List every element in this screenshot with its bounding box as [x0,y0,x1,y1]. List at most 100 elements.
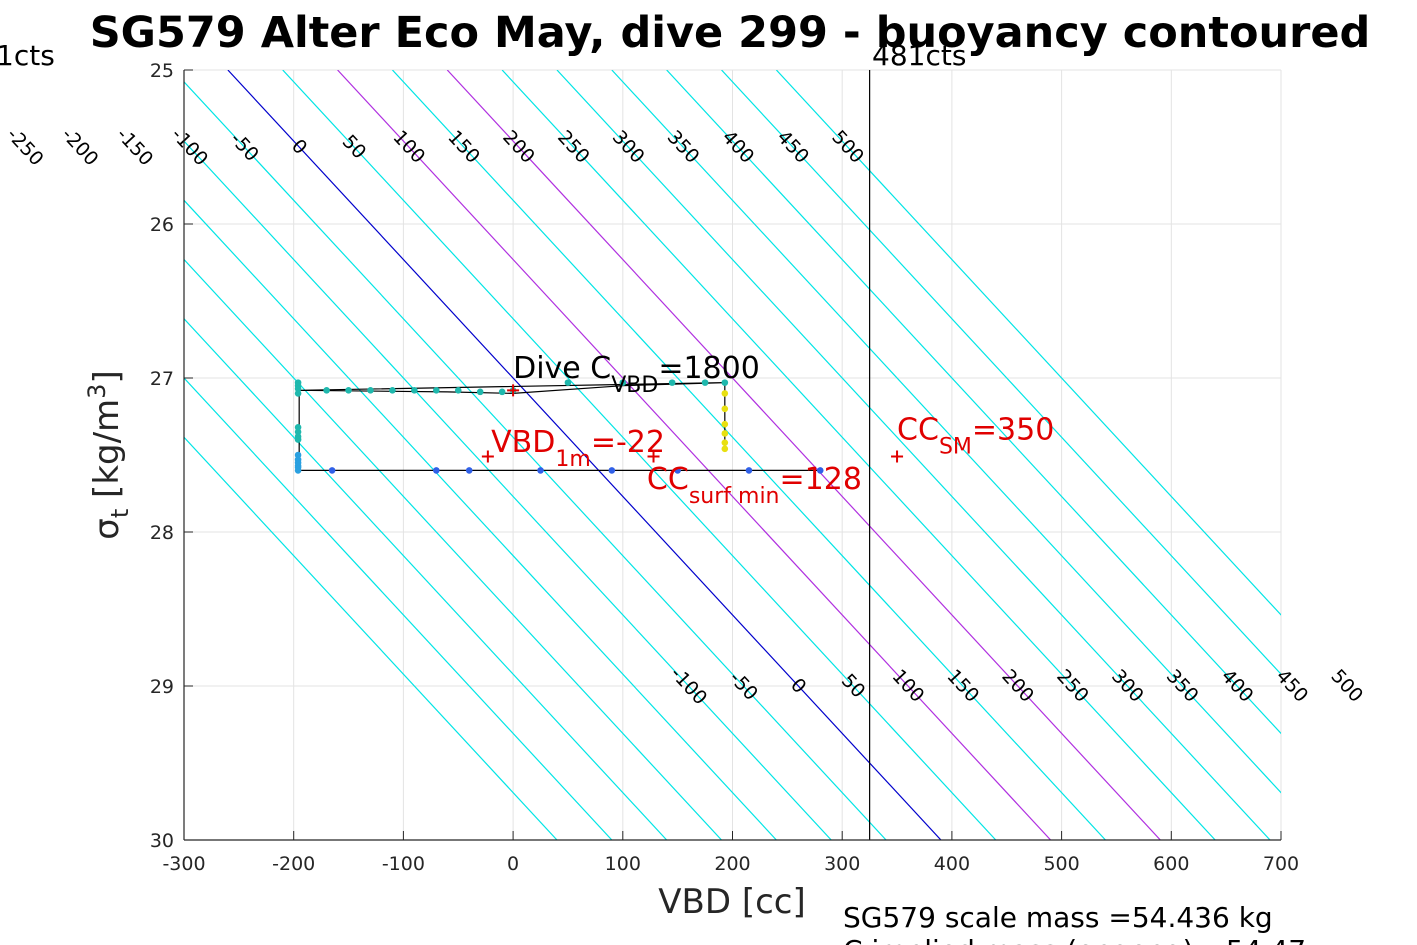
y-tick-labels: 25 26 27 28 29 30 [150,60,174,852]
x-tick-label: 300 [824,853,860,875]
annotation-label: CCsurf min=128 [647,462,862,509]
data-point [476,388,484,396]
isopleth-line [184,199,777,840]
data-point [608,467,616,474]
isopleth-lines [184,70,1281,840]
y-tick-label: 27 [150,368,174,390]
isopleth-line [556,70,1271,840]
data-point [323,387,330,394]
y-tick-label: 29 [150,676,174,698]
y-axis-label-close: ] [87,370,127,383]
chart-canvas: -250 -200 -150 -100 -50 0 50 100 150 200 250 300 350… [2,60,1367,875]
annotation-value: =-22 [591,425,665,460]
isopleth-line [721,70,1281,676]
annotation-subscript: VBD [611,373,658,398]
marker-cross [481,450,494,463]
isopleth-line [391,70,1106,840]
markers [481,384,904,463]
isopleth-line [184,258,722,840]
y-tick-label: 25 [150,60,174,82]
y-axis-label-symbol: σ [87,518,127,540]
marker-cross [891,450,904,463]
data-point [433,387,440,394]
data-point [433,467,440,474]
isopleth-line [184,377,613,840]
footer-implied-mass: C implied mass (opgeng) =54.47 [843,934,1306,945]
isopleth-line [184,140,832,840]
data-point [701,379,709,386]
y-axis-label-superscript: 3 [83,384,111,399]
x-tick-label: -200 [272,853,315,875]
corner-label-left: 1cts [0,39,55,72]
y-tick-label: 28 [150,522,174,544]
data-point [619,379,627,386]
annotation-value: =128 [780,462,862,497]
x-tick-label: -100 [382,853,425,875]
data-point [564,379,572,386]
data-point [294,385,302,393]
isopleth-line [446,70,1161,840]
x-tick-label: 500 [1043,853,1079,875]
x-tick-label: -300 [162,853,205,875]
y-tick-label: 26 [150,214,174,236]
x-tick-label: 600 [1153,853,1189,875]
x-tick-labels: -300 -200 -100 0 100 200 300 400 500 600 700 [162,853,1299,875]
chart-title: SG579 Alter Eco May, dive 299 - buoyancy… [90,8,1371,58]
x-axis-label: VBD [cc] [658,882,806,922]
isopleth-line [184,80,887,840]
data-point [294,451,302,459]
corner-label-right: 481cts [872,39,966,72]
data-point [345,387,352,394]
data-point [537,467,544,474]
y-axis-label: σt [kg/m3] [83,370,134,539]
data-points [294,379,824,474]
x-tick-label: 0 [507,853,519,875]
x-tick-label: 100 [605,853,641,875]
isopleth-line [184,436,558,840]
data-point [294,428,302,436]
data-point [411,387,418,394]
data-point [367,387,374,394]
data-point [294,423,302,431]
marker-cross [647,450,660,463]
data-point [454,387,462,394]
isopleth-line [611,70,1281,794]
annotation-main: CC [897,413,939,448]
axes [183,69,1282,841]
data-point [294,390,302,397]
annotation-subscript: 1m [555,447,590,472]
data-point [328,467,336,474]
x-tick-label: 700 [1263,853,1299,875]
data-point [816,467,824,474]
isopleth-line [501,70,1216,840]
data-point [294,436,302,443]
data-point [465,467,473,474]
y-tick-label: 30 [150,830,174,852]
marker-cross [507,384,520,397]
data-point [674,467,681,474]
data-point [668,379,676,386]
data-point [389,387,396,394]
annotation-value: =1800 [658,351,759,386]
annotation-value: =350 [972,413,1054,448]
annotation-main: VBD [491,425,555,460]
x-tick-label: 200 [714,853,750,875]
annotation-main: Dive C [513,351,611,386]
annotation-label: VBD1m=-22 [491,425,665,472]
isopleth-line [184,317,668,840]
annotation-label: CCSM=350 [897,413,1054,460]
x-tick-label: 400 [934,853,970,875]
y-axis-label-unit: [kg/m [87,399,127,498]
isopleth-line [282,70,997,840]
annotation-label: Dive CVBD=1800 [513,351,760,398]
annotation-subscript: surf min [689,484,780,509]
isopleth-line [227,70,942,840]
data-point [294,467,302,474]
isopleth-line [775,70,1281,616]
data-point [745,467,753,474]
data-point [498,388,506,396]
isopleth-line [666,70,1281,735]
isopleth-line [337,70,1052,840]
